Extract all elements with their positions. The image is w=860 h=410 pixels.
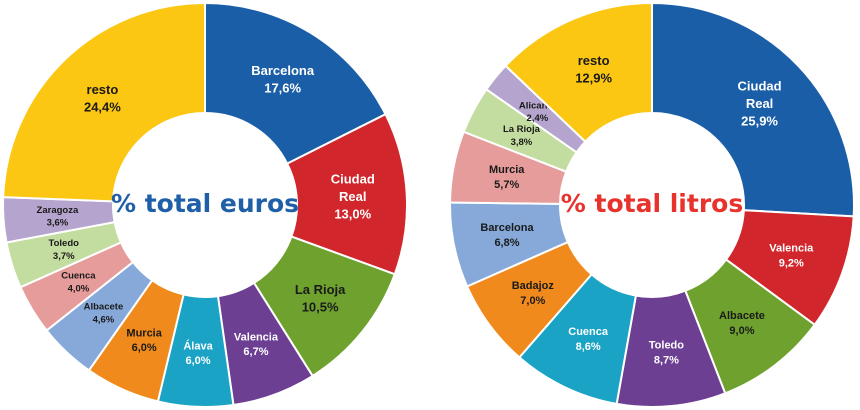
slice-value: 10,5% xyxy=(302,299,339,314)
slice-name: Valencia xyxy=(769,243,814,255)
donut-slice xyxy=(2,1,206,203)
slice-name: Cuenca xyxy=(61,271,96,282)
slice-value: 9,2% xyxy=(779,257,804,269)
slice-label: Zaragoza 3,6% xyxy=(37,205,79,229)
slice-label: Albacete 4,6% xyxy=(84,302,124,326)
slice-name: Toledo xyxy=(49,238,80,249)
slice-value: 5,7% xyxy=(494,179,519,191)
slice-label: Valencia 6,7% xyxy=(234,331,279,358)
slice-value: 3,6% xyxy=(47,218,69,229)
slice-value: 6,8% xyxy=(494,237,519,249)
slice-name: La Rioja xyxy=(503,124,541,135)
slice-name: Barcelona xyxy=(480,222,534,234)
slice-label: Valencia 9,2% xyxy=(769,243,814,270)
slice-label: Badajoz 7,0% xyxy=(512,280,555,307)
donut-slice xyxy=(651,1,855,218)
slice-name: Albacete xyxy=(719,310,765,322)
slice-name: Ciudad xyxy=(331,171,375,186)
slice-name: Álava xyxy=(183,339,213,352)
slice-value: 9,0% xyxy=(729,325,754,337)
slice-name: Alicante xyxy=(519,100,556,111)
donut-slice xyxy=(504,1,653,144)
slice-label: resto 12,9% xyxy=(575,53,612,86)
slice-label: resto 24,4% xyxy=(84,82,121,115)
slice-value: 7,0% xyxy=(520,295,545,307)
slice-value: 6,0% xyxy=(132,342,157,354)
slice-value: 17,6% xyxy=(264,80,301,95)
slice-name: Valencia xyxy=(234,331,279,343)
slice-name: resto xyxy=(578,53,610,68)
slice-value: 12,9% xyxy=(575,70,612,85)
slice-value: 3,7% xyxy=(53,251,75,262)
chart-title-euros: % total euros xyxy=(111,189,299,218)
slice-label: Álava 6,0% xyxy=(183,339,213,367)
slice-label: Cuenca 8,6% xyxy=(568,326,609,353)
slice-label: La Rioja 3,8% xyxy=(503,124,541,148)
slice-name: Badajoz xyxy=(512,280,555,292)
slice-name: resto xyxy=(87,82,119,97)
slice-value: 6,7% xyxy=(243,346,268,358)
chart-title-litros: % total litros xyxy=(561,189,743,218)
slice-value: 4,6% xyxy=(93,314,115,325)
slice-name: Ciudad xyxy=(738,78,782,93)
slice-label: Murcia 5,7% xyxy=(489,164,525,191)
slice-label: Ciudad Real 25,9% xyxy=(738,78,782,128)
slice-name: Albacete xyxy=(84,302,124,313)
slice-label: Murcia 6,0% xyxy=(126,327,162,354)
slice-label: Albacete 9,0% xyxy=(719,310,765,337)
slice-name: Zaragoza xyxy=(37,205,79,216)
slice-label: La Rioja 10,5% xyxy=(295,282,346,315)
slice-name: Real xyxy=(339,189,366,204)
slice-name: Murcia xyxy=(126,327,162,339)
slice-value: 24,4% xyxy=(84,100,121,115)
slice-value: 25,9% xyxy=(741,113,778,128)
slice-label: Cuenca 4,0% xyxy=(61,271,96,295)
slice-name: Barcelona xyxy=(251,63,315,78)
slice-label: Toledo 3,7% xyxy=(49,238,80,262)
slice-name: Cuenca xyxy=(568,326,609,338)
donut-chart-euros: Barcelona 17,6% Ciudad Real 13,0% La Rioja 10,… xyxy=(2,1,409,408)
slice-value: 3,8% xyxy=(511,137,533,148)
slice-value: 4,0% xyxy=(68,283,90,294)
slice-value: 13,0% xyxy=(334,207,371,222)
slice-value: 8,7% xyxy=(654,355,679,367)
slice-value: 2,4% xyxy=(527,113,549,124)
donut-chart-litros: Ciudad Real 25,9% Valencia 9,2% Albacete 9,0% T… xyxy=(449,1,855,408)
slice-label: Barcelona 6,8% xyxy=(480,222,534,249)
slice-name: Murcia xyxy=(489,164,525,176)
slice-label: Toledo 8,7% xyxy=(649,340,685,367)
slice-name: La Rioja xyxy=(295,282,346,297)
slice-label: Alicante 2,4% xyxy=(519,100,556,124)
slice-name: Toledo xyxy=(649,340,685,352)
slice-value: 8,6% xyxy=(576,341,601,353)
slice-value: 6,0% xyxy=(185,355,210,367)
slice-label: Barcelona 17,6% xyxy=(251,63,315,96)
slice-label: Ciudad Real 13,0% xyxy=(331,171,375,221)
slice-name: Real xyxy=(746,96,773,111)
donut-slice xyxy=(204,1,387,166)
